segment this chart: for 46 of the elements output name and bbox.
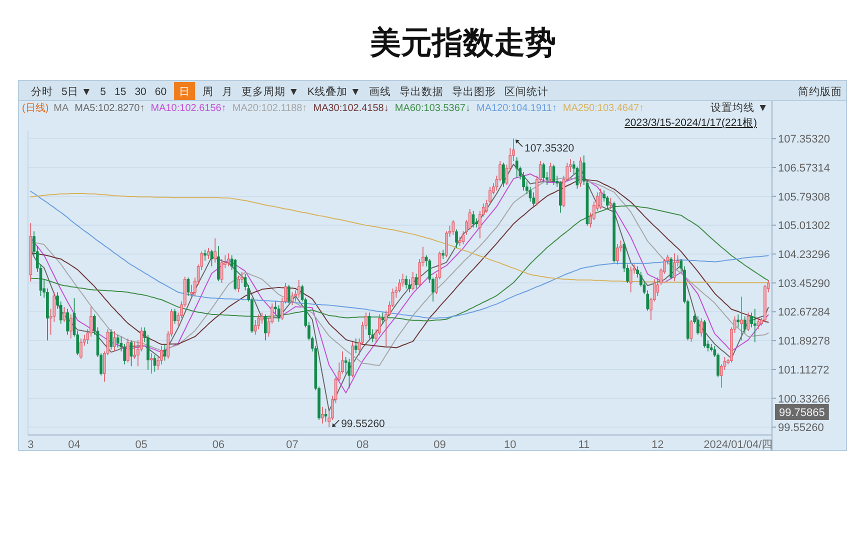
y-tick-label: 106.57314 xyxy=(778,162,830,174)
annotation: 99.55260 xyxy=(341,418,386,430)
text: (日线) xyxy=(22,102,49,114)
text: 5日 ▼ xyxy=(62,86,92,98)
annotation: 107.35320 xyxy=(524,142,574,155)
text: 更多周期 ▼ xyxy=(242,86,299,98)
text: 区间统计 xyxy=(504,85,549,98)
text: 月 xyxy=(222,86,234,98)
x-tick-label: 09 xyxy=(434,439,446,451)
text: 2023/3/15-2024/1/17(221根) xyxy=(624,117,757,129)
y-tick-label: 105.01302 xyxy=(778,220,830,232)
text: K线叠加 ▼ xyxy=(307,85,361,98)
text: 分时 xyxy=(31,85,53,98)
x-tick-label: 10 xyxy=(504,439,516,451)
text: 30 xyxy=(134,86,147,98)
y-tick-label: 99.55260 xyxy=(778,422,824,434)
text: 导出数据 xyxy=(400,85,444,98)
text: 5 xyxy=(100,86,106,98)
x-tick-label: 3 xyxy=(28,439,34,451)
text: 日 xyxy=(179,86,190,98)
text: 导出图形 xyxy=(452,85,496,98)
y-tick-label: 101.89278 xyxy=(778,336,830,348)
legend: MA MA5:102.8270↑ MA10:102.6156↑ MA20:102.1188↑ MA30:102.4158↓ MA60:103.5367↓ MA120:104.1911↑ MA250:103.4647↑ xyxy=(54,103,644,114)
x-tick-label: 06 xyxy=(212,439,225,451)
x-tick-label: 05 xyxy=(135,439,148,451)
y-tick-label: 101.11272 xyxy=(778,364,830,376)
y-tick-label: 100.33266 xyxy=(778,393,830,406)
y-tick-label: 102.67284 xyxy=(778,306,830,319)
x-tick-label: 2024/01/04/四 xyxy=(704,439,773,451)
y-tick-label: 107.35320 xyxy=(778,134,830,146)
title: 美元指数走势 xyxy=(370,25,556,60)
text: 简约版面 xyxy=(798,86,842,98)
text: 设置均线 ▼ xyxy=(710,101,768,114)
x-tick-label: 11 xyxy=(578,439,590,451)
x-tick-label: 04 xyxy=(68,439,80,451)
y-tick-label: 105.79308 xyxy=(778,191,830,204)
text: 画线 xyxy=(369,85,392,98)
text: 60 xyxy=(154,86,167,98)
text: 99.75865 xyxy=(779,407,825,419)
text: 周 xyxy=(202,86,214,98)
text: 15 xyxy=(114,86,126,98)
y-tick-label: 103.45290 xyxy=(778,278,830,290)
x-tick-label: 08 xyxy=(356,439,369,451)
y-tick-label: 104.23296 xyxy=(778,249,830,262)
x-tick-label: 12 xyxy=(652,439,664,451)
x-tick-label: 07 xyxy=(286,439,298,451)
